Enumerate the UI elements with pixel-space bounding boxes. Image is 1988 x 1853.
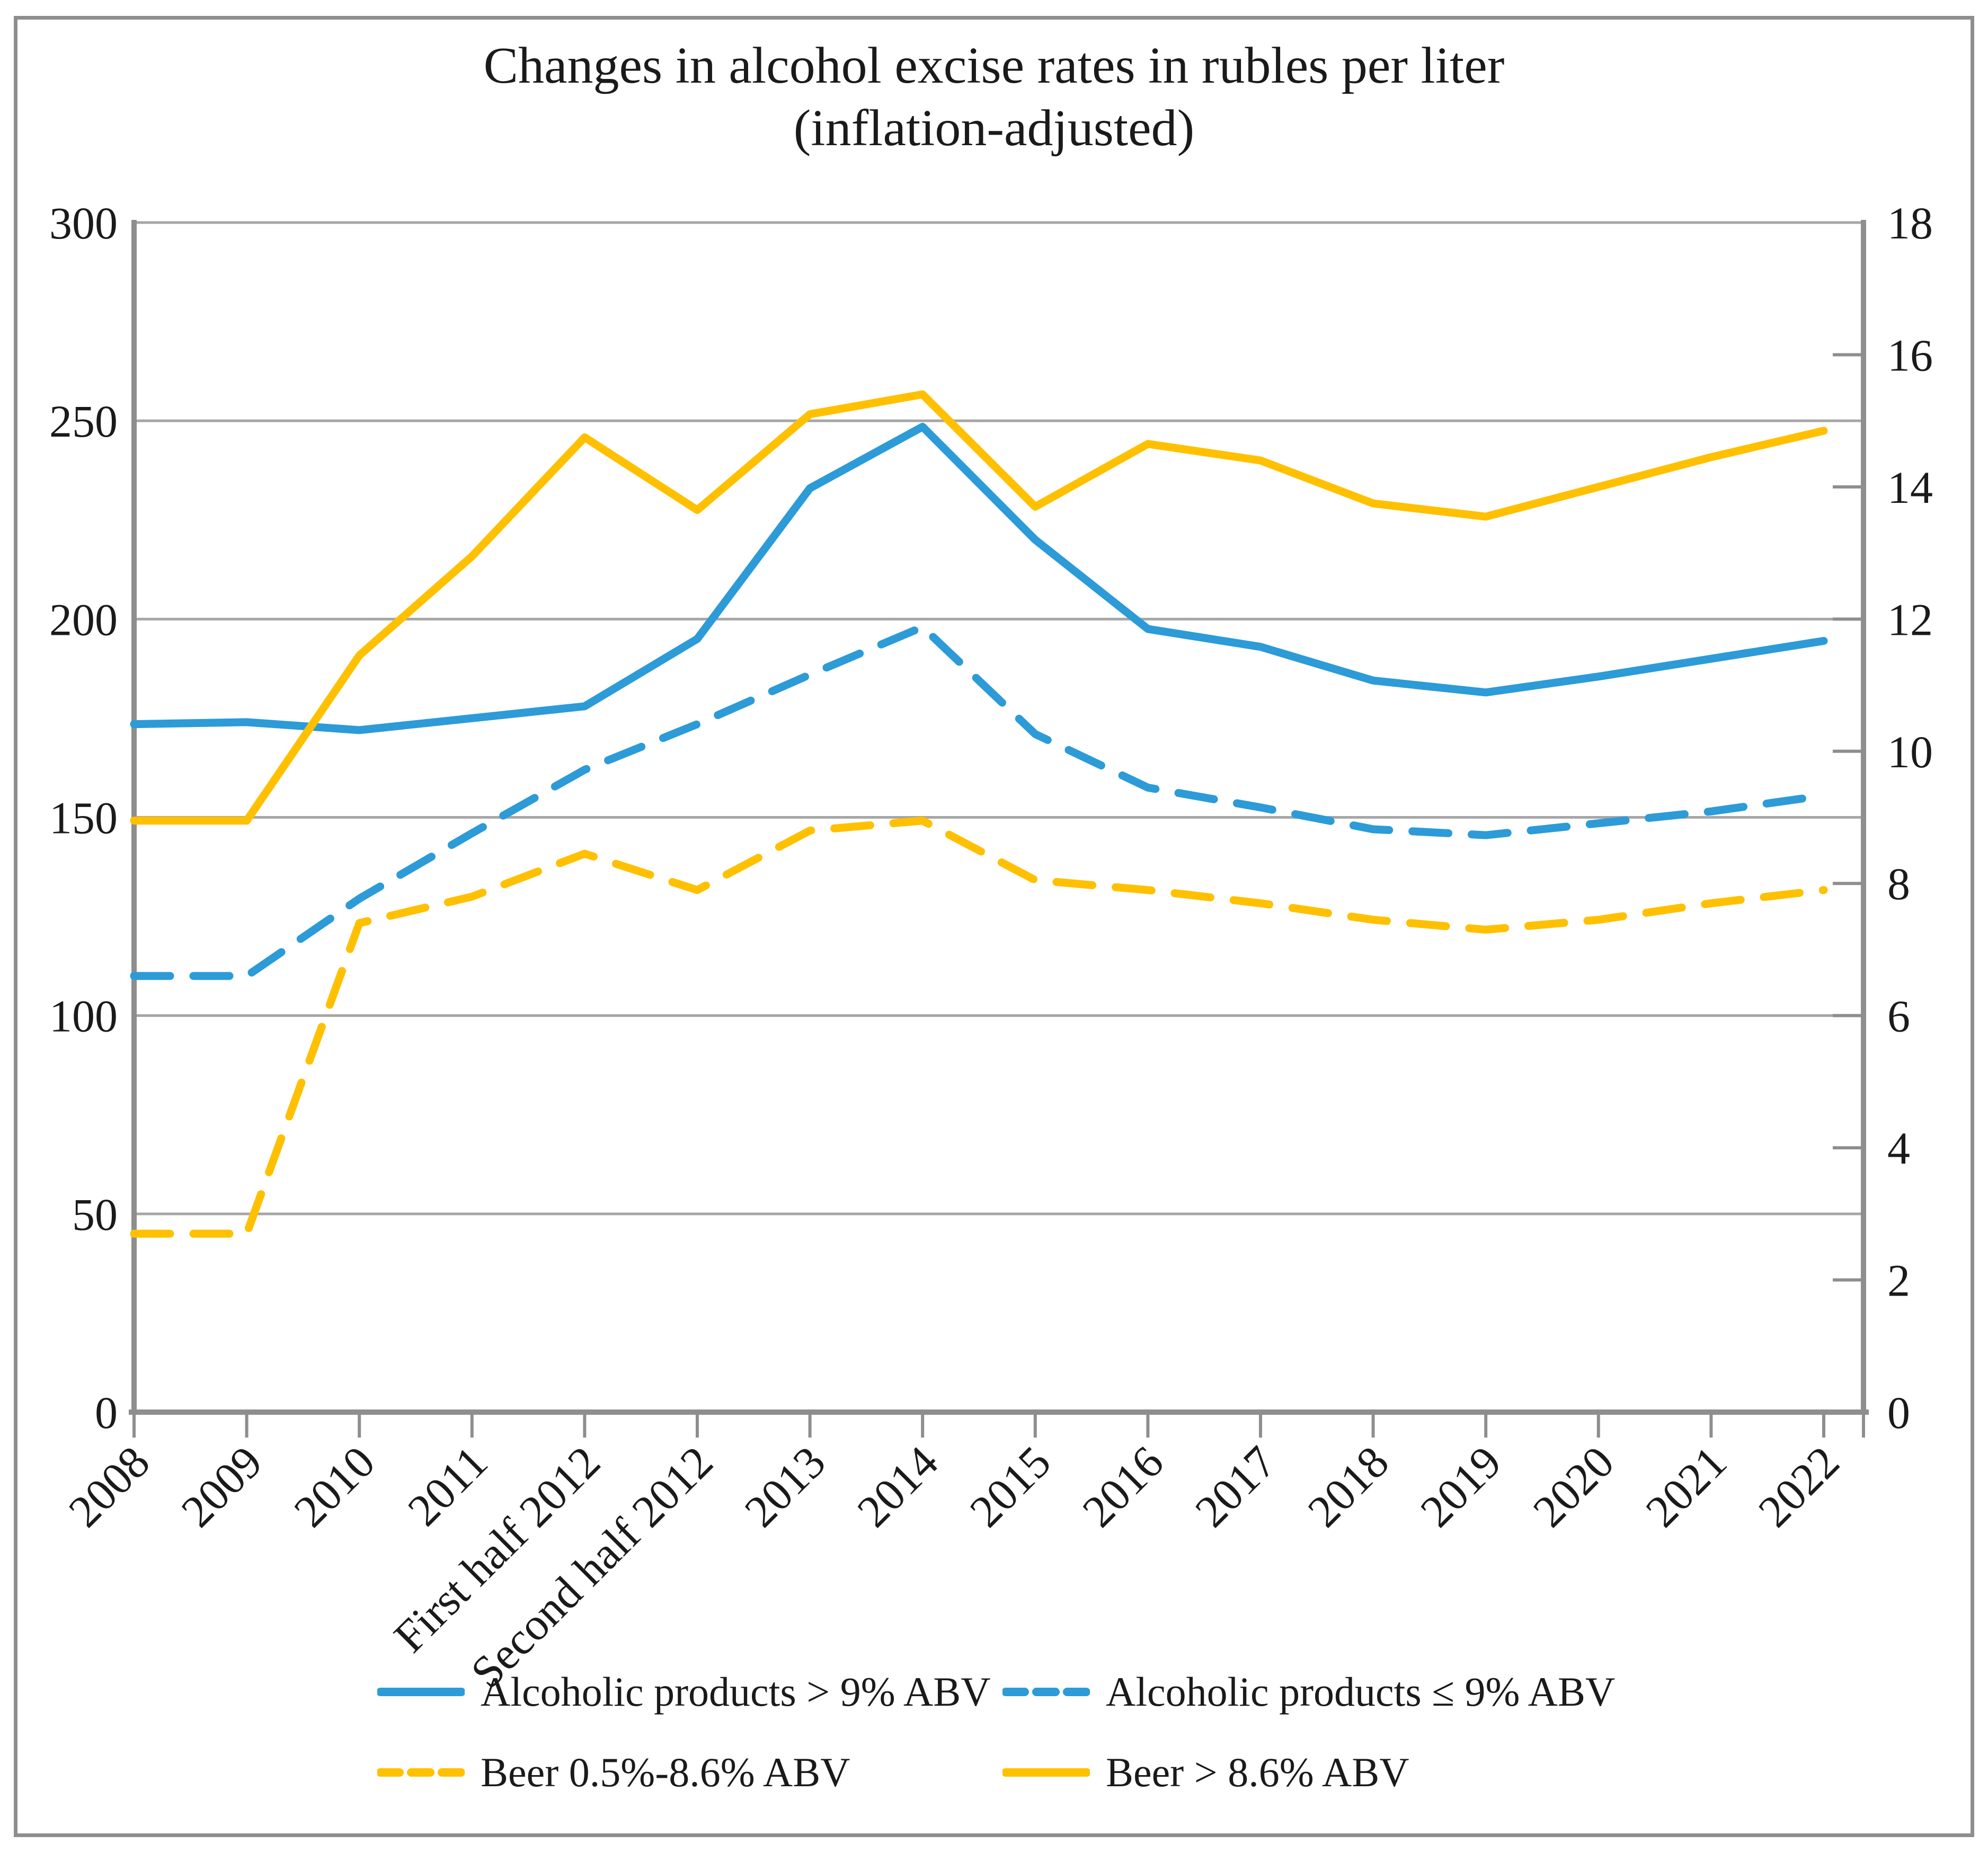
right-axis-tick-label: 0: [1887, 1387, 1910, 1438]
x-axis-tick-label: 2008: [59, 1437, 159, 1537]
x-axis-tick-label: 2015: [960, 1437, 1061, 1537]
right-axis-tick-label: 12: [1887, 594, 1933, 645]
chart-legend: Alcoholic products > 9% ABV Alcoholic pr…: [377, 1668, 1615, 1796]
legend-line-sample-solid-yellow: [1002, 1768, 1090, 1777]
left-axis-tick-label: 300: [49, 198, 118, 249]
series-line-0: [130, 422, 1828, 734]
right-axis-tick-label: 6: [1887, 991, 1910, 1042]
legend-label: Beer 0.5%-8.6% ABV: [481, 1749, 850, 1795]
right-axis-tick-label: 4: [1887, 1123, 1910, 1174]
chart-title-line-1: Changes in alcohol excise rates in ruble…: [483, 37, 1505, 94]
x-axis-tick-label: 2022: [1749, 1437, 1849, 1537]
x-axis-tick-label: 2018: [1298, 1437, 1399, 1537]
legend-item-alcoholic-le9: Alcoholic products ≤ 9% ABV: [1002, 1668, 1615, 1716]
x-axis-tick-label: 2019: [1410, 1437, 1511, 1537]
x-axis-tick-label: 2020: [1523, 1437, 1624, 1537]
legend-label: Beer > 8.6% ABV: [1106, 1749, 1409, 1795]
left-axis-tick-label: 0: [95, 1387, 118, 1438]
legend-label: Alcoholic products > 9% ABV: [481, 1669, 991, 1715]
right-axis-tick-label: 16: [1887, 330, 1933, 380]
right-axis-tick-label: 14: [1887, 462, 1933, 513]
series-line-1: [130, 623, 1828, 980]
left-axis-tick-label: 50: [72, 1189, 118, 1240]
x-axis-tick-label: 2021: [1636, 1437, 1736, 1537]
chart-title: Changes in alcohol excise rates in ruble…: [0, 35, 1988, 159]
legend-line-sample-solid-blue: [377, 1688, 465, 1696]
legend-label: Alcoholic products ≤ 9% ABV: [1106, 1669, 1616, 1715]
right-axis-tick-label: 2: [1887, 1255, 1910, 1306]
legend-item-beer-low: Beer 0.5%-8.6% ABV: [377, 1749, 1002, 1796]
series-line-3: [130, 390, 1828, 825]
legend-item-beer-high: Beer > 8.6% ABV: [1002, 1749, 1615, 1796]
x-axis-tick-label: 2014: [847, 1437, 948, 1537]
series-line-2: [130, 817, 1828, 1238]
x-axis-tick-label: 2016: [1072, 1437, 1173, 1537]
x-axis-tick-label: 2009: [172, 1437, 272, 1537]
chart-title-line-2: (inflation-adjusted): [793, 99, 1195, 157]
x-axis-tick-label: 2010: [284, 1437, 385, 1537]
legend-line-sample-dashed-yellow: [377, 1768, 465, 1777]
left-axis-tick-label: 150: [49, 793, 118, 844]
legend-item-alcoholic-gt9: Alcoholic products > 9% ABV: [377, 1668, 1002, 1716]
left-axis-tick-label: 200: [49, 594, 118, 645]
x-axis-tick-label: 2013: [735, 1437, 836, 1537]
right-axis-tick-label: 8: [1887, 858, 1910, 909]
left-axis-tick-label: 100: [49, 991, 118, 1042]
x-axis-tick-label: 2017: [1185, 1437, 1286, 1537]
right-axis-tick-label: 10: [1887, 726, 1933, 777]
x-axis-tick-label: 2011: [398, 1437, 497, 1536]
legend-line-sample-dashed-blue: [1002, 1688, 1090, 1696]
right-axis-tick-label: 18: [1887, 198, 1933, 249]
left-axis-tick-label: 250: [49, 396, 118, 447]
